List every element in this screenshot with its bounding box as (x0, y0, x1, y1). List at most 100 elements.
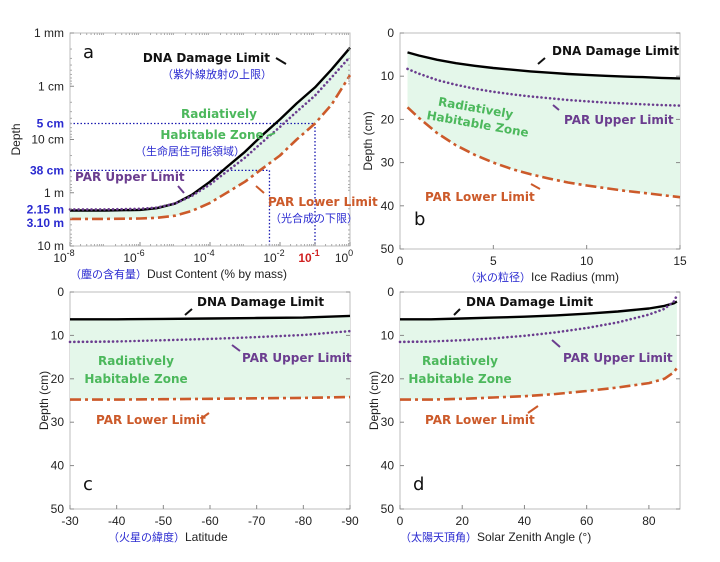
panel-letter: d (413, 474, 424, 495)
x-tick-label: 60 (580, 514, 594, 528)
x-axis-label-en: Latitude (185, 530, 228, 544)
x-tick-base: 10 (193, 251, 207, 265)
y-axis-label: Depth (9, 123, 23, 155)
y-tick-label: 0 (387, 26, 394, 40)
annotation-zone2: Habitable Zone (160, 128, 263, 142)
x-axis-label-en: Solar Zenith Angle (°) (477, 530, 591, 544)
panel-d-solar-zenith: 0 20 40 60 80 0 10 20 30 40 50 （太陽天頂角）Solar Zenith … (367, 285, 681, 544)
x-tick-exp: -8 (67, 248, 75, 258)
series-dna (70, 47, 351, 212)
y-axis-label: Depth (cm) (361, 111, 375, 170)
y-highlight-label: 38 cm (30, 163, 64, 177)
x-tick-label: 40 (518, 514, 532, 528)
series-par-upper (68, 55, 352, 211)
x-tick-label: -70 (248, 514, 266, 528)
y-tick-label: 20 (51, 372, 65, 386)
y-tick-label: 1 m (44, 186, 64, 200)
x-tick-exp: -4 (207, 248, 215, 258)
annotation-zone1: Radiatively (98, 354, 174, 368)
y-tick-label: 30 (51, 415, 65, 429)
x-axis-label: （火星の緯度）Latitude (108, 530, 228, 544)
x-tick-label: 15 (673, 254, 687, 268)
series-par-upper (398, 294, 679, 344)
y-highlight-label: 2.15 m (27, 202, 64, 216)
annotation-pointer (551, 339, 561, 348)
x-tick-exp: -1 (312, 248, 320, 258)
x-tick-base: 10 (123, 251, 137, 265)
annotation-lower-jp: （光合成の下限） (270, 211, 358, 225)
x-tick-label: 5 (490, 254, 497, 268)
series-par-lower (70, 395, 351, 401)
annotation-dna: DNA Damage Limit (197, 295, 324, 309)
panel-c-latitude: -30 -40 -50 -60 -70 -80 -90 0 10 20 30 40 50 （火星の緯度）L… (37, 285, 359, 544)
y-tick-label: 30 (381, 415, 395, 429)
annotation-pointer (552, 104, 560, 111)
y-tick-label: 50 (381, 242, 395, 256)
y-axis-label: Depth (cm) (37, 371, 51, 430)
annotation-pointer (275, 57, 287, 65)
annotation-pointer (453, 308, 461, 316)
y-tick-label: 20 (381, 112, 395, 126)
annotation-upper: PAR Upper Limit (563, 351, 673, 365)
x-tick-label: 10-8 (53, 248, 74, 265)
annotation-zone1: Radiatively (422, 354, 498, 368)
series-par-lower (406, 106, 681, 199)
x-tick-base: 10 (298, 251, 312, 265)
x-axis-label-jp: （太陽天頂角） (400, 531, 477, 544)
habitable-zone-fill (407, 52, 680, 198)
annotation-pointer (184, 308, 193, 316)
x-tick-label: -50 (155, 514, 173, 528)
x-tick-exp: -2 (277, 248, 285, 258)
annotation-pointer (177, 185, 185, 194)
annotation-upper: PAR Upper Limit (564, 113, 674, 127)
x-tick-label: 10-2 (263, 248, 284, 265)
x-axis-label-jp: （塵の含有量） (70, 267, 147, 281)
y-tick-label: 10 cm (31, 133, 64, 147)
x-axis-label-jp: （火星の緯度） (108, 530, 185, 544)
x-tick-label: 10-1 (298, 248, 319, 265)
annotation-zone1: Radiatively (181, 107, 257, 121)
x-tick-label: 80 (642, 514, 656, 528)
y-tick-label: 50 (51, 502, 65, 516)
x-axis-label: （氷の粒径）Ice Radius (mm) (465, 270, 619, 284)
y-tick-label: 10 (381, 328, 395, 342)
annotation-dna: DNA Damage Limit (552, 44, 679, 58)
annotation-dna: DNA Damage Limit (143, 51, 270, 65)
x-tick-label: 0 (397, 254, 404, 268)
annotation-lower: PAR Lower Limit (268, 195, 378, 209)
annotation-pointer (537, 57, 546, 65)
annotation-pointer (266, 132, 276, 137)
annotation-zone2: Habitable Zone (408, 372, 511, 386)
series-par-lower (400, 367, 678, 401)
y-tick-label: 0 (387, 285, 394, 299)
y-tick-label: 50 (381, 502, 395, 516)
x-tick-label: 0 (397, 514, 404, 528)
annotation-pointer (530, 183, 541, 190)
annotation-pointer (255, 185, 265, 194)
x-tick-label: -30 (61, 514, 79, 528)
x-axis-label: （太陽天頂角）Solar Zenith Angle (°) (400, 530, 591, 544)
x-tick-label: -60 (201, 514, 219, 528)
series-dna (407, 51, 681, 80)
y-tick-label: 10 (51, 328, 65, 342)
x-axis-label: （塵の含有量）Dust Content (% by mass) (70, 267, 287, 281)
y-highlight-label: 5 cm (37, 116, 64, 130)
habitable-zone-fill (400, 301, 677, 400)
y-tick-label: 0 (57, 285, 64, 299)
annotation-upper: PAR Upper Limit (242, 351, 352, 365)
y-tick-label: 40 (381, 199, 395, 213)
y-tick-label: 1 cm (38, 79, 64, 93)
series-par-lower (70, 74, 352, 221)
x-tick-label: 10-6 (123, 248, 144, 265)
panel-letter: b (414, 209, 425, 230)
x-tick-label: 20 (456, 514, 470, 528)
x-axis-label-en: Dust Content (% by mass) (147, 267, 287, 281)
panel-letter: a (83, 42, 94, 63)
annotation-upper: PAR Upper Limit (75, 170, 185, 184)
x-tick-exp: 0 (348, 248, 353, 258)
y-tick-label: 1 mm (34, 26, 64, 40)
x-tick-label: -40 (108, 514, 126, 528)
annotation-pointer (231, 344, 241, 352)
